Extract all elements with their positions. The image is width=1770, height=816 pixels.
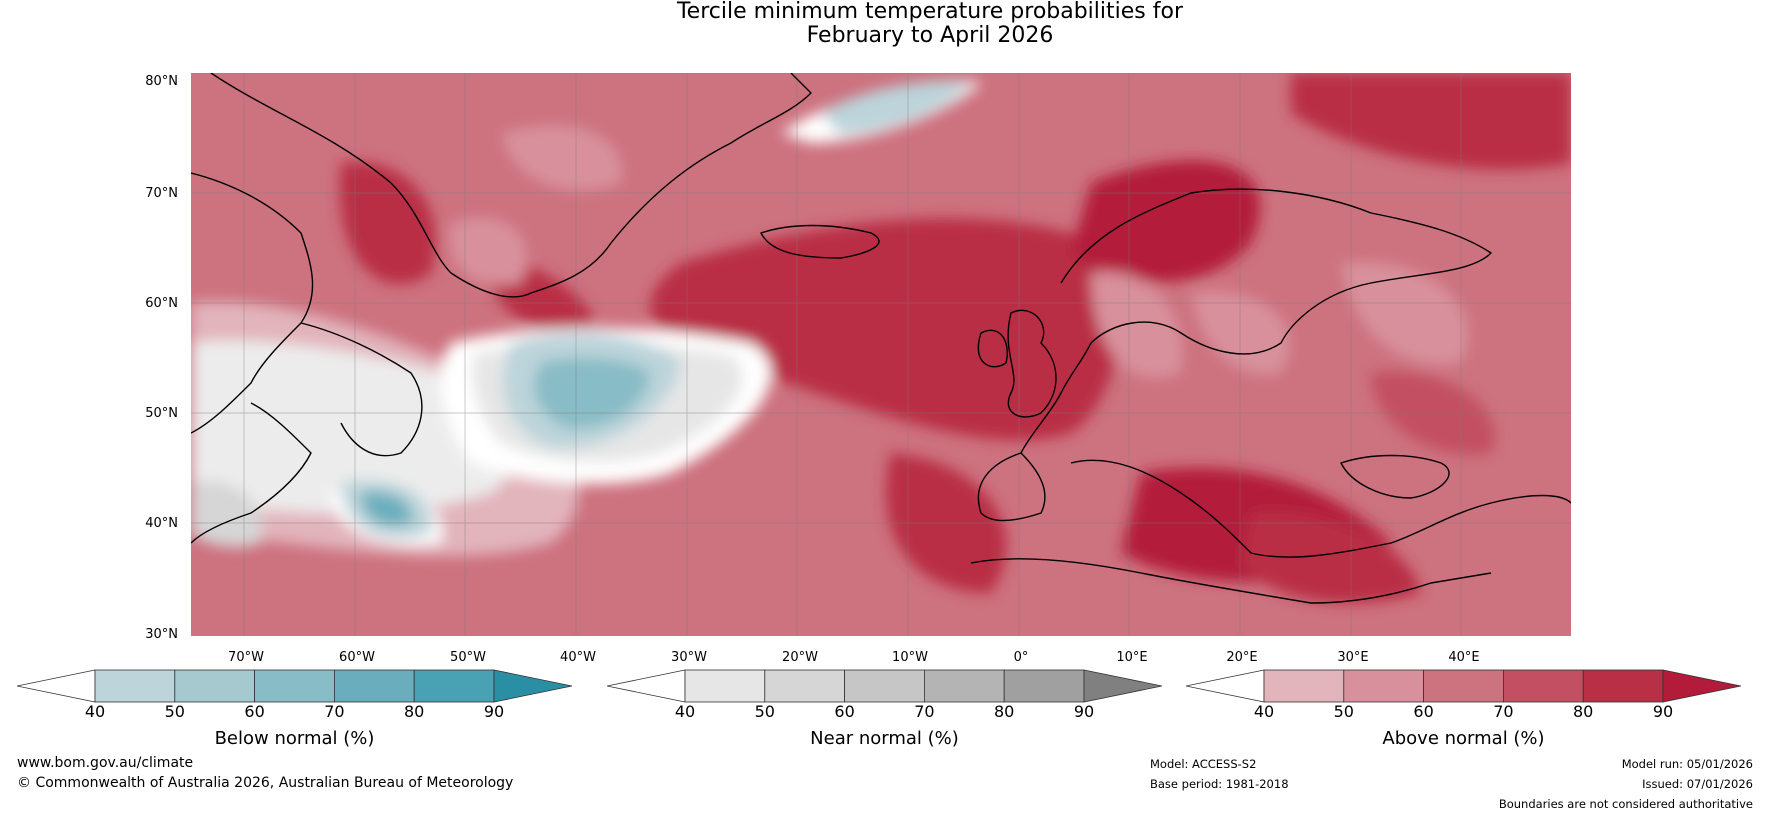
colorbar-segment [1263,669,1345,703]
colorbar-segment [254,669,335,703]
lon-label-0: 0° [1013,650,1029,665]
colorbar-tick-label: 80 [404,702,425,721]
colorbar-above-normal [1186,669,1741,703]
colorbar-extend-high [1662,669,1741,703]
colorbar-segment [1423,669,1504,703]
colorbar-below-normal [17,669,572,703]
colorbar-segment [923,669,1005,703]
colorbar-tick-label: 60 [1413,702,1434,721]
colorbar-tick-label: 50 [1333,702,1354,721]
mediterranean-north-coast [1070,459,1571,558]
colorbar-tick-label: 80 [994,702,1015,721]
colorbar-segment [1502,669,1584,703]
lon-label-20w: 20°W [782,650,818,665]
lon-label-30w: 30°W [671,650,707,665]
lat-label-50n: 50°N [145,406,178,421]
black-sea-coast [1340,454,1450,499]
canada-coast [191,172,314,434]
footer-model-run: Model run: 05/01/2026 [1621,757,1753,771]
colorbar-near-normal [607,669,1162,703]
lat-label-70n: 70°N [145,186,178,201]
lon-label-50w: 50°W [450,650,486,665]
colorbar-extend-low [17,669,96,703]
colorbar-extend-high [493,669,572,703]
colorbar-tick-label: 60 [244,702,265,721]
colorbar-segment [333,669,415,703]
greenland-coast [210,73,812,298]
labrador-coast [300,322,423,457]
colorbar-tick-label: 40 [84,702,106,721]
lon-label-40w: 40°W [560,650,596,665]
colorbar-segment [174,669,256,703]
colorbar-tick-label: 70 [914,702,935,721]
footer-url[interactable]: www.bom.gov.au/climate [17,755,194,771]
colorbar-segment [684,669,766,703]
lat-label-30n: 30°N [145,627,178,642]
colorbar-segment [844,669,925,703]
coastlines [191,73,1571,604]
iceland-coast [760,224,880,259]
lat-label-60n: 60°N [145,296,178,311]
lon-label-70w: 70°W [228,650,264,665]
lon-label-20e: 20°E [1226,650,1258,665]
colorbar-tick-label: 50 [754,702,775,721]
lon-label-30e: 30°E [1337,650,1369,665]
ireland-coast [977,329,1008,368]
gulf-coast [191,402,312,544]
map-title: Tercile minimum temperature probabilitie… [0,0,1770,48]
colorbar-segment [413,669,495,703]
lon-label-10e: 10°E [1116,650,1148,665]
colorbar-tick-label: 50 [164,702,185,721]
colorbar-tick-label: 60 [834,702,855,721]
colorbar-tick-label: 90 [483,702,505,721]
colorbar-segment [764,669,846,703]
colorbar-segment [1003,669,1085,703]
britain-coast [1007,309,1057,418]
footer-disclaimer: Boundaries are not considered authoritat… [1498,797,1753,811]
footer-model: Model: ACCESS-S2 [1150,757,1257,771]
colorbar-label-below-normal: Below normal (%) [214,728,375,749]
lon-label-40e: 40°E [1448,650,1480,665]
colorbar-extend-high [1083,669,1162,703]
colorbar-label-above-normal: Above normal (%) [1382,728,1545,749]
lon-label-10w: 10°W [892,650,928,665]
lon-label-60w: 60°W [339,650,375,665]
probability-contours [191,73,1571,603]
colorbar-segment [1582,669,1664,703]
colorbar-extend-low [1186,669,1265,703]
colorbar-tick-label: 40 [1253,702,1275,721]
footer-copyright: © Commonwealth of Australia 2026, Austra… [17,775,514,791]
colorbar-segment [94,669,176,703]
colorbar-tick-label: 70 [1493,702,1514,721]
title-line-2: February to April 2026 [806,23,1054,48]
title-line-1: Tercile minimum temperature probabilitie… [676,0,1184,24]
lat-label-40n: 40°N [145,516,178,531]
colorbar-tick-label: 80 [1573,702,1594,721]
scandinavia-coast [1020,188,1492,454]
colorbar-extend-low [607,669,686,703]
colorbar-tick-label: 70 [324,702,345,721]
colorbar-label-near-normal: Near normal (%) [810,728,959,749]
colorbar-tick-label: 40 [674,702,696,721]
colorbar-tick-label: 90 [1073,702,1095,721]
probability-map [191,73,1571,636]
footer-issued: Issued: 07/01/2026 [1642,777,1753,791]
colorbar-segment [1343,669,1425,703]
iberia-coast [977,452,1046,522]
footer-base-period: Base period: 1981-2018 [1150,777,1289,791]
colorbar-tick-label: 90 [1652,702,1674,721]
africa-north-coast [970,558,1492,604]
lat-label-80n: 80°N [145,74,178,89]
